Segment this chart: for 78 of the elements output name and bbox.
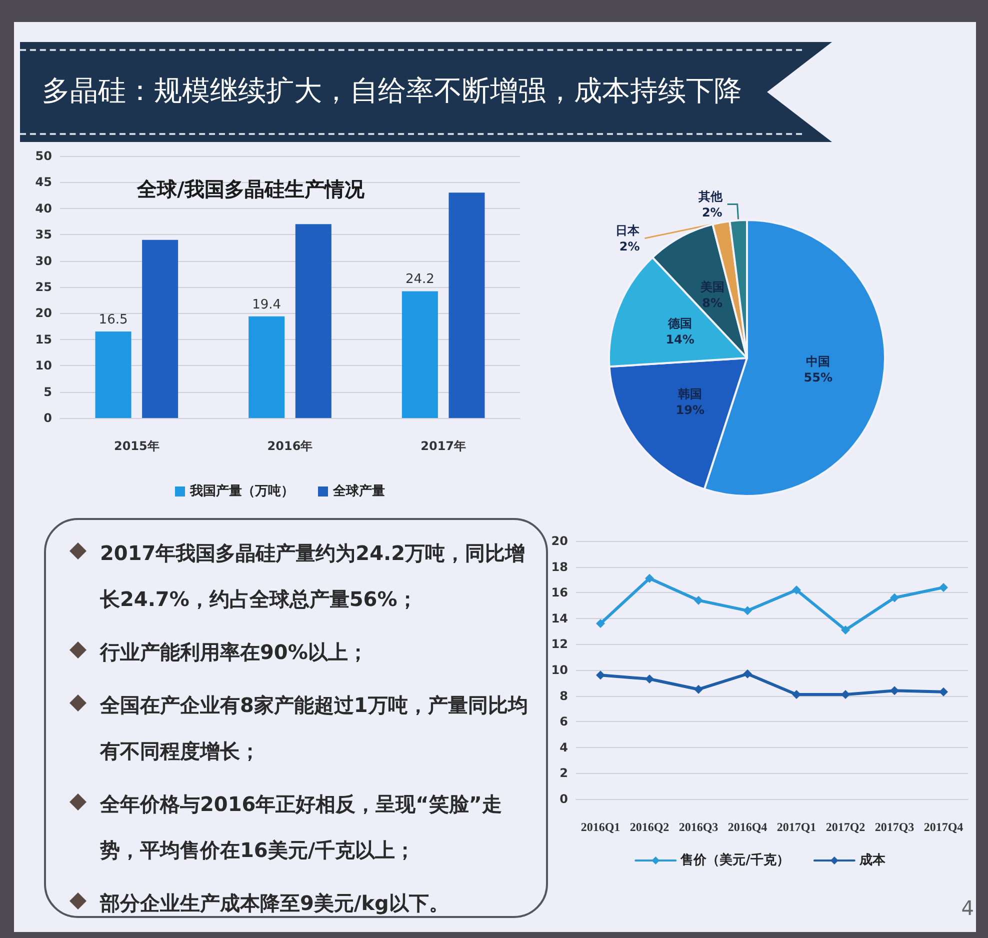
text: 多晶硅：规模继续扩大，自给率不断增强，成本持续下降 [42, 73, 742, 109]
point [939, 582, 948, 592]
legend-label: 我国产量（万吨） [189, 483, 294, 499]
y-tick-label: 45 [35, 175, 52, 190]
x-tick-label: 2015年 [114, 439, 160, 453]
bar [142, 240, 178, 418]
x-tick-label: 2017Q2 [826, 820, 866, 834]
x-tick-label: 2017Q3 [874, 820, 914, 834]
slice-label: 韩国 [677, 387, 702, 402]
y-tick-label: 5 [44, 384, 52, 399]
slice-label: 其他 [697, 189, 724, 204]
text: 全国在产企业有8家产能超过1万吨，产量同比均有不同程度增长； [100, 692, 529, 765]
bar [448, 192, 485, 418]
point [596, 619, 605, 628]
y-tick-label: 16 [551, 586, 568, 600]
data-label: 14% [666, 332, 694, 346]
y-tick-label: 0 [560, 792, 568, 806]
point [939, 687, 948, 696]
x-tick-label: 2017年 [420, 439, 466, 453]
y-tick-label: 2 [560, 766, 568, 780]
y-tick-label: 8 [560, 688, 568, 703]
text: 全球/我国多晶硅生产情况 [136, 177, 366, 201]
data-label: 55% [804, 370, 832, 384]
slice-label: 中国 [806, 354, 830, 368]
text: 部分企业生产成本降至9美元/kg以下。 [100, 890, 449, 917]
bar [402, 291, 438, 418]
point [596, 670, 605, 680]
x-tick-label: 2016Q4 [728, 820, 768, 834]
x-tick-label: 2016Q3 [678, 820, 718, 834]
data-label: 2% [702, 205, 722, 220]
bar [95, 332, 132, 418]
point [841, 626, 850, 635]
x-tick-label: 2016Q1 [580, 820, 620, 834]
y-tick-label: 0 [44, 411, 52, 425]
data-label: 2% [619, 239, 640, 254]
data-label: 19% [676, 403, 704, 418]
data-label: 16.5 [98, 312, 128, 328]
y-tick-label: 12 [551, 637, 568, 652]
bar [295, 224, 332, 418]
y-tick-label: 10 [35, 358, 52, 373]
text: 全年价格与2016年正好相反，呈现“笑脸”走势，平均售价在16美元/千克以上； [100, 791, 503, 864]
point [743, 606, 752, 616]
x-tick-label: 2016年 [267, 439, 313, 453]
legend-label: 全球产量 [332, 483, 385, 499]
x-tick-label: 2017Q1 [776, 820, 816, 834]
y-tick-label: 15 [35, 332, 52, 346]
slice-label: 德国 [667, 316, 692, 330]
y-tick-label: 20 [551, 534, 568, 548]
y-tick-label: 14 [551, 611, 568, 626]
y-tick-label: 40 [35, 201, 52, 216]
x-tick-label: 2017Q4 [924, 820, 964, 834]
y-tick-label: 6 [560, 714, 568, 729]
point [792, 586, 801, 595]
legend-label: 成本 [858, 853, 886, 868]
y-tick-label: 20 [35, 306, 52, 320]
y-tick-label: 35 [35, 228, 52, 242]
slice-label: 日本 [616, 223, 641, 238]
y-tick-label: 18 [551, 560, 568, 574]
text: 2017年我国多晶硅产量约为24.2万吨，同比增长24.7%，约占全球总产量56%； [100, 540, 526, 613]
point [645, 674, 654, 684]
x-tick-label: 2016Q2 [630, 820, 670, 834]
point [645, 574, 654, 583]
point [890, 686, 899, 696]
data-label: 24.2 [405, 272, 434, 288]
data-label: 19.4 [252, 297, 282, 312]
point [694, 684, 703, 694]
point [890, 593, 899, 602]
text: 4 [961, 896, 974, 920]
point [743, 669, 752, 678]
point [694, 596, 703, 605]
bar [248, 316, 285, 418]
y-tick-label: 30 [35, 254, 52, 268]
legend-label: 售价（美元/千克） [680, 852, 790, 868]
text: 行业产能利用率在90%以上； [100, 639, 368, 666]
y-tick-label: 50 [35, 149, 52, 163]
y-tick-label: 4 [560, 740, 568, 754]
y-tick-label: 10 [551, 663, 568, 677]
y-tick-label: 25 [35, 280, 52, 294]
